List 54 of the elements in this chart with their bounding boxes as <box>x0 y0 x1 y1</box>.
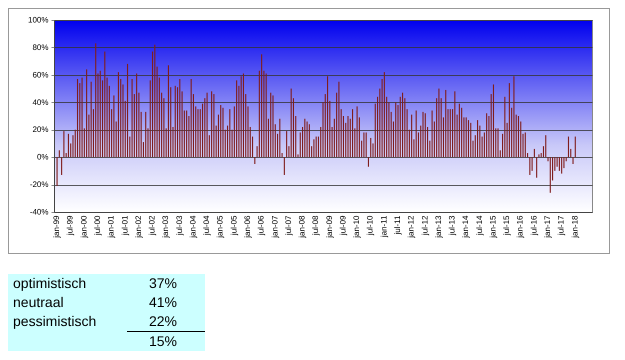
x-tick-label: jan-05 <box>216 214 225 239</box>
x-tick-label: jan-18 <box>570 214 580 239</box>
x-tick-label: jan-04 <box>188 214 198 239</box>
x-tick-label: jan-13 <box>434 214 443 239</box>
x-tick-label: jul-08 <box>311 214 320 236</box>
x-tick-label: jul-11 <box>393 214 402 236</box>
x-tick-label: jul-05 <box>229 214 238 236</box>
x-tick-label: jan-15 <box>488 214 498 239</box>
x-tick-label: jul-10 <box>366 214 375 236</box>
x-tick-label: jan-09 <box>324 214 334 239</box>
x-tick-label: jul-99 <box>66 214 75 236</box>
x-tick-label: jul-12 <box>420 214 430 236</box>
text: 22% <box>148 312 178 331</box>
x-tick-label: jan-07 <box>270 214 280 239</box>
x-tick-label: jul-14 <box>474 214 484 236</box>
x-tick-label: jan-03 <box>161 214 170 239</box>
x-tick-label: jan-16 <box>516 214 525 239</box>
x-tick-label: jan-17 <box>543 214 552 239</box>
text: pessimistisch <box>12 312 98 332</box>
x-tick-label: jan-12 <box>406 214 416 239</box>
x-tick-label: jan-11 <box>379 214 388 238</box>
x-tick-label: jan-00 <box>79 214 88 239</box>
x-tick-label: jan-99 <box>52 214 62 239</box>
text: 41% <box>148 293 178 312</box>
x-tick-label: jul-01 <box>120 214 130 236</box>
y-tick-label: 80% <box>32 42 48 52</box>
text: neutraal <box>12 293 65 312</box>
x-tick-label: jul-06 <box>256 214 266 236</box>
y-tick-label: 20% <box>32 125 48 134</box>
x-tick-label: jul-15 <box>502 214 512 236</box>
x-tick-label: jan-01 <box>106 214 116 239</box>
x-tick-label: jul-03 <box>174 214 184 236</box>
x-tick-label: jul-16 <box>529 214 538 236</box>
text: 37% <box>148 274 178 293</box>
x-tick-label: jul-04 <box>202 214 212 236</box>
y-tick-label: 60% <box>32 70 48 80</box>
x-tick-label: jul-17 <box>556 214 566 236</box>
x-tick-label: jul-00 <box>92 214 102 236</box>
y-tick-label: -20% <box>30 180 48 190</box>
y-tick-label: 100% <box>28 16 48 24</box>
x-tick-label: jan-10 <box>352 214 362 239</box>
x-tick-label: jan-06 <box>242 214 252 239</box>
x-tick-label: jan-02 <box>134 214 143 239</box>
x-tick-label: jul-13 <box>448 214 457 236</box>
text: optimistisch <box>12 274 88 293</box>
y-tick-label: -40% <box>30 208 48 216</box>
y-tick-label: 40% <box>32 98 48 107</box>
x-tick-label: jul-07 <box>284 214 293 236</box>
x-tick-label: jan-08 <box>298 214 307 239</box>
x-tick-label: jul-02 <box>148 214 157 236</box>
text: 15% <box>127 332 205 351</box>
x-tick-label: jul-09 <box>338 214 348 236</box>
y-tick-label: 0% <box>36 152 48 162</box>
x-tick-label: jan-14 <box>461 214 470 239</box>
